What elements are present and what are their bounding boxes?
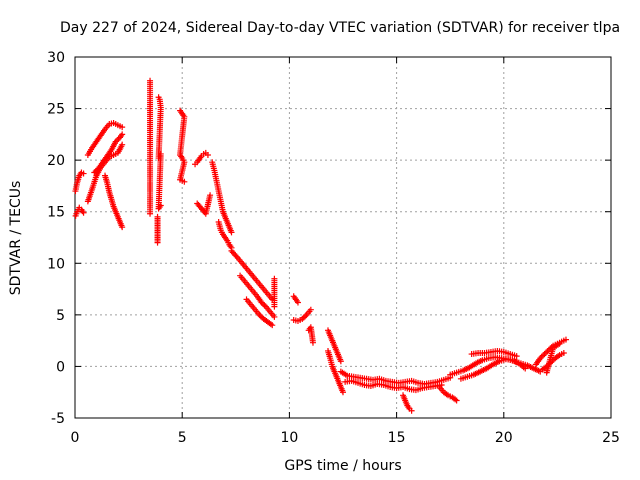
data-point [271,303,278,310]
x-tick-label: 5 [178,430,187,446]
data-point [302,313,309,320]
data-point [269,322,276,329]
x-tick-label: 25 [602,430,620,446]
data-point [542,349,549,356]
y-tick-label: 25 [47,102,65,118]
data-point [453,397,460,404]
y-axis-label: SDTVAR / TECUs [8,181,24,296]
data-point [337,358,344,365]
data-point [340,389,346,396]
data-point [562,336,569,343]
data-point [257,313,264,320]
y-tick-label: 15 [47,205,65,221]
data-point [271,313,278,320]
x-tick-label: 0 [71,430,80,446]
x-tick-label: 20 [495,430,513,446]
y-tick-label: 5 [56,308,65,324]
y-tick-label: 10 [47,256,65,272]
chart-title: Day 227 of 2024, Sidereal Day-to-day VTE… [60,20,620,36]
plot-frame [74,56,612,419]
data-point [540,352,547,359]
y-tick-label: 0 [56,359,65,375]
data-point [119,224,126,231]
data-point [154,239,161,246]
y-tick-label: 30 [47,50,65,66]
data-point [556,340,563,347]
x-tick-label: 15 [388,430,406,446]
data-point [119,141,126,148]
data-point [513,353,520,360]
data-point [228,229,235,236]
data-point [207,192,214,199]
data-point [119,124,126,131]
data-point [80,209,87,216]
data-point [522,365,529,372]
data-point [181,178,188,185]
data-points [72,77,569,414]
data-point [204,151,211,158]
data-point [294,299,301,306]
data-point [408,407,415,414]
x-axis-label: GPS time / hours [284,458,401,474]
x-tick-label: 10 [280,430,298,446]
data-point [157,202,164,209]
data-point [541,351,548,358]
y-tick-label: 20 [47,153,65,169]
data-point [560,350,567,357]
data-point [80,170,87,177]
data-point [307,306,314,313]
y-tick-label: -5 [51,411,65,427]
data-point [309,339,316,346]
axis-ticks: 0 5 10 15 20 25 -5 0 5 10 15 20 25 30 [47,50,620,446]
data-point [119,131,126,138]
data-point [261,302,268,309]
data-point [147,210,154,217]
